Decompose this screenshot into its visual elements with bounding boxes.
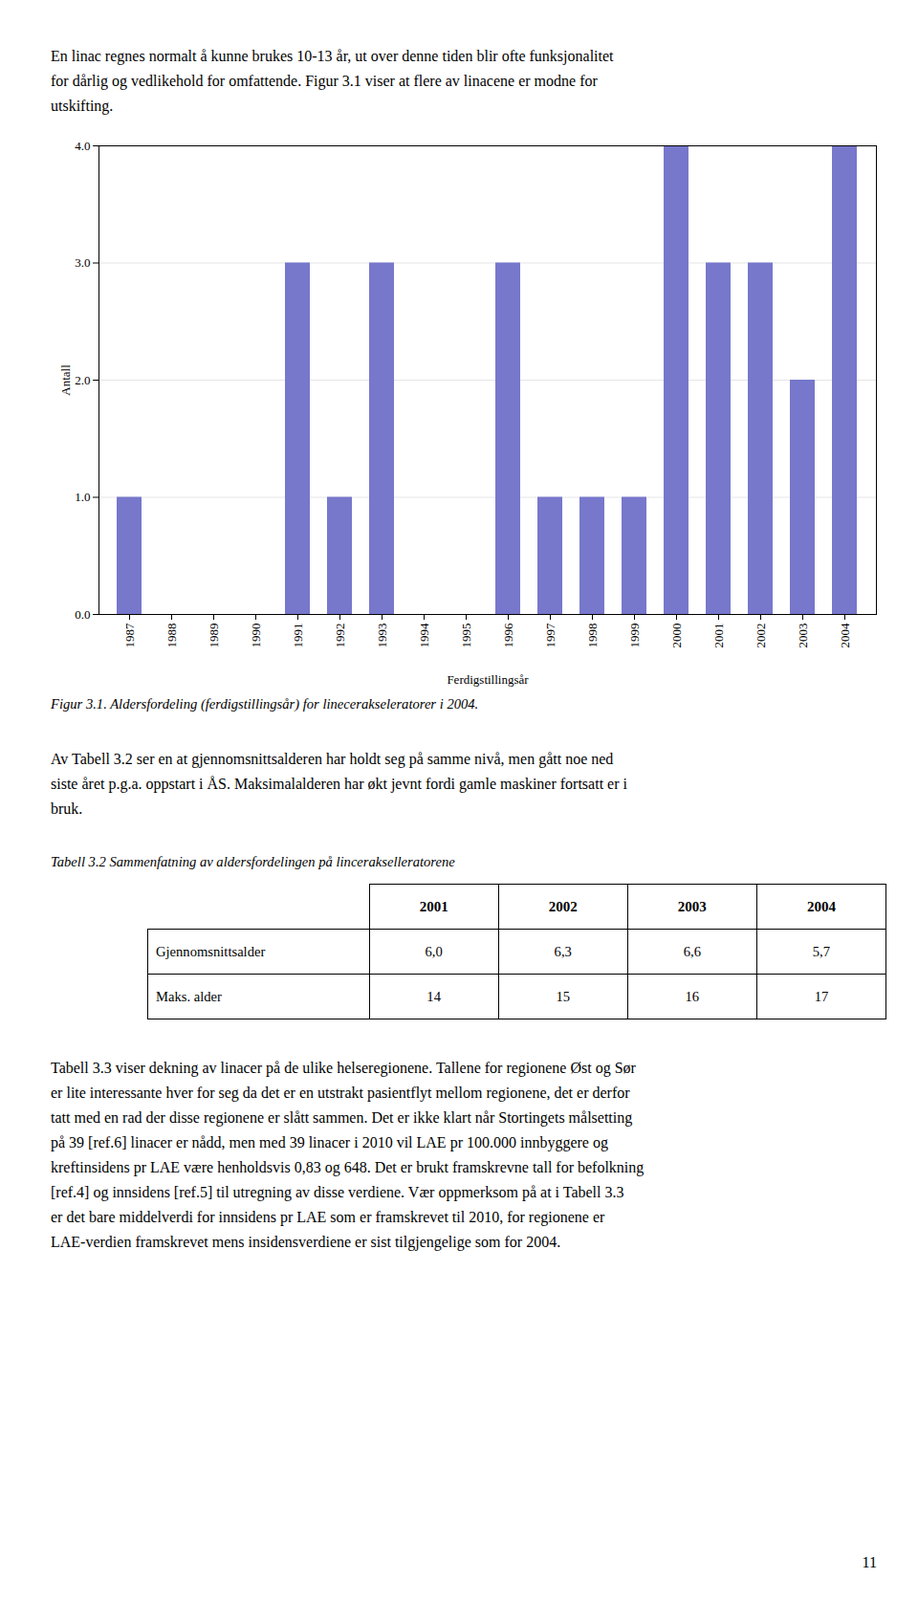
svg-text:1997: 1997 bbox=[543, 622, 558, 649]
svg-text:1996: 1996 bbox=[501, 622, 516, 649]
svg-text:1989: 1989 bbox=[206, 623, 221, 649]
svg-text:0.0: 0.0 bbox=[74, 607, 90, 622]
svg-text:1992: 1992 bbox=[332, 623, 348, 649]
html-text:11: 11 bbox=[862, 1553, 877, 1571]
svg-text:1993: 1993 bbox=[374, 623, 390, 649]
html-text:2003: 2003 bbox=[677, 898, 707, 914]
svg-text:2002: 2002 bbox=[753, 623, 768, 649]
html-text:6,6: 6,6 bbox=[683, 943, 701, 959]
svg-text:2000: 2000 bbox=[669, 623, 684, 649]
html-text:utskifting.: utskifting. bbox=[50, 97, 114, 114]
html-text:Av Tabell 3.2 ser en at gjenno: Av Tabell 3.2 ser en at gjennomsnittsald… bbox=[50, 750, 614, 767]
svg-text:1988: 1988 bbox=[164, 623, 179, 649]
html-text:16: 16 bbox=[685, 988, 700, 1004]
html-text:6,3: 6,3 bbox=[554, 943, 572, 959]
html-text:2001: 2001 bbox=[419, 898, 449, 914]
html-text:siste året p.g.a. oppstart i Å: siste året p.g.a. oppstart i ÅS. Maksima… bbox=[50, 775, 628, 792]
html-text:på 39 [ref.6] linacer er nådd,: på 39 [ref.6] linacer er nådd, men med 3… bbox=[50, 1134, 609, 1151]
html-text:kreftinsidens pr LAE være henh: kreftinsidens pr LAE være henholdsvis 0,… bbox=[50, 1158, 644, 1176]
svg-text:4.0: 4.0 bbox=[74, 138, 90, 153]
svg-text:1.0: 1.0 bbox=[74, 489, 90, 504]
html-text:2004: 2004 bbox=[806, 898, 836, 914]
html-text:6,0: 6,0 bbox=[425, 943, 443, 959]
svg-text:2003: 2003 bbox=[795, 623, 810, 649]
html-text:Gjennomsnittsalder: Gjennomsnittsalder bbox=[155, 943, 266, 959]
svg-text:1995: 1995 bbox=[459, 623, 474, 649]
html-text:for dårlig og vedlikehold for: for dårlig og vedlikehold for omfattende… bbox=[50, 72, 598, 89]
html-text:Maks. alder: Maks. alder bbox=[155, 988, 222, 1004]
html-text:Tabell 3.2 Sammenfatning av al: Tabell 3.2 Sammenfatning av aldersfordel… bbox=[50, 853, 455, 870]
svg-text:Antall: Antall bbox=[58, 364, 73, 396]
html-text:tatt med en rad der disse regi: tatt med en rad der disse regionene er s… bbox=[50, 1109, 633, 1126]
svg-text:Ferdigstillingsår: Ferdigstillingsår bbox=[446, 672, 529, 687]
html-text:er lite interessante hver for: er lite interessante hver for seg da det… bbox=[50, 1084, 630, 1101]
svg-text:1999: 1999 bbox=[627, 623, 642, 649]
svg-text:2001: 2001 bbox=[711, 623, 726, 649]
svg-text:1987: 1987 bbox=[122, 622, 137, 649]
html-text:bruk.: bruk. bbox=[50, 800, 83, 817]
svg-text:2004: 2004 bbox=[837, 622, 853, 649]
html-text:er det bare middelverdi for in: er det bare middelverdi for innsidens pr… bbox=[50, 1208, 605, 1225]
html-text:Tabell 3.3 viser dekning av li: Tabell 3.3 viser dekning av linacer på d… bbox=[50, 1059, 636, 1076]
html-text:LAE-verdien framskrevet mens i: LAE-verdien framskrevet mens insidensver… bbox=[50, 1233, 561, 1250]
html-text:[ref.4] og innsidens [ref.5] t: [ref.4] og innsidens [ref.5] til utregni… bbox=[50, 1183, 624, 1201]
html-text:14: 14 bbox=[426, 988, 441, 1004]
html-text:2002: 2002 bbox=[548, 898, 578, 914]
svg-text:1990: 1990 bbox=[248, 623, 263, 649]
svg-text:1998: 1998 bbox=[585, 623, 600, 649]
svg-text:2.0: 2.0 bbox=[74, 372, 90, 388]
html-text:17: 17 bbox=[814, 988, 829, 1004]
html-text:En linac regnes normalt å kunn: En linac regnes normalt å kunne brukes 1… bbox=[50, 47, 614, 65]
html-text:Figur 3.1. Aldersfordeling (fe: Figur 3.1. Aldersfordeling (ferdigstilli… bbox=[50, 696, 479, 712]
svg-text:1994: 1994 bbox=[416, 622, 432, 649]
svg-text:3.0: 3.0 bbox=[74, 255, 90, 270]
html-text:15: 15 bbox=[555, 988, 570, 1004]
html-text:5,7: 5,7 bbox=[812, 943, 831, 959]
svg-text:1991: 1991 bbox=[290, 623, 306, 649]
